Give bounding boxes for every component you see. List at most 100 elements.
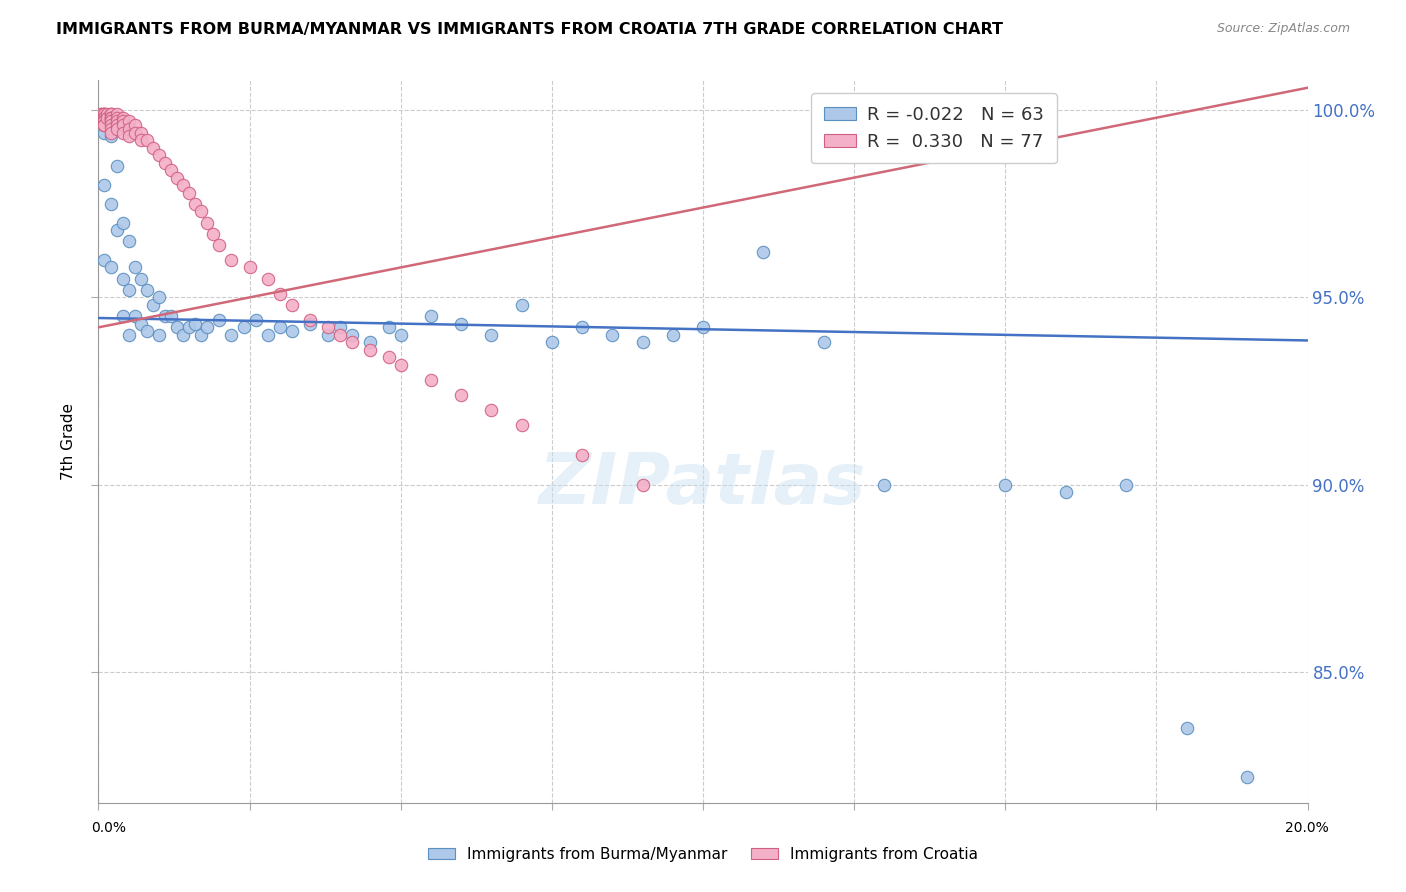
Point <box>481 402 503 417</box>
Point <box>631 477 654 491</box>
Point <box>93 111 115 125</box>
Point <box>1115 477 1137 491</box>
Point <box>105 160 128 174</box>
Point <box>93 126 115 140</box>
Point <box>752 245 775 260</box>
Point <box>661 327 683 342</box>
Point <box>90 111 112 125</box>
Point <box>142 298 165 312</box>
Point <box>342 327 364 342</box>
Point <box>360 335 382 350</box>
Point <box>1175 721 1198 735</box>
Point <box>93 118 115 132</box>
Point <box>129 126 152 140</box>
Point <box>93 107 115 121</box>
Point <box>166 170 188 185</box>
Point <box>100 107 122 121</box>
Point <box>118 114 141 128</box>
Point <box>316 327 339 342</box>
Point <box>245 313 267 327</box>
Point <box>93 118 115 132</box>
Point <box>571 448 593 462</box>
Point <box>100 129 122 144</box>
Point <box>190 204 212 219</box>
Point <box>481 327 503 342</box>
Point <box>93 107 115 121</box>
Text: 0.0%: 0.0% <box>91 821 127 835</box>
Point <box>232 320 254 334</box>
Point <box>111 126 134 140</box>
Point <box>269 320 291 334</box>
Point <box>111 271 134 285</box>
Point <box>93 252 115 267</box>
Point <box>813 335 835 350</box>
Point <box>1054 485 1077 500</box>
Point <box>377 320 399 334</box>
Point <box>118 327 141 342</box>
Point <box>135 324 157 338</box>
Point <box>179 186 201 200</box>
Y-axis label: 7th Grade: 7th Grade <box>60 403 76 480</box>
Point <box>100 111 122 125</box>
Text: IMMIGRANTS FROM BURMA/MYANMAR VS IMMIGRANTS FROM CROATIA 7TH GRADE CORRELATION C: IMMIGRANTS FROM BURMA/MYANMAR VS IMMIGRA… <box>56 22 1004 37</box>
Point <box>1236 770 1258 784</box>
Point <box>100 122 122 136</box>
Point <box>100 107 122 121</box>
Point <box>510 298 533 312</box>
Point <box>389 358 412 372</box>
Point <box>93 111 115 125</box>
Text: 20.0%: 20.0% <box>1285 821 1329 835</box>
Point <box>420 373 443 387</box>
Point <box>93 107 115 121</box>
Point <box>299 317 322 331</box>
Point <box>190 327 212 342</box>
Point <box>160 163 183 178</box>
Point <box>329 320 352 334</box>
Point <box>105 107 128 121</box>
Point <box>111 215 134 229</box>
Point <box>208 313 231 327</box>
Point <box>105 114 128 128</box>
Point <box>100 260 122 275</box>
Point <box>135 283 157 297</box>
Point <box>153 155 176 169</box>
Point <box>184 196 207 211</box>
Text: Source: ZipAtlas.com: Source: ZipAtlas.com <box>1216 22 1350 36</box>
Point <box>129 271 152 285</box>
Point <box>111 111 134 125</box>
Point <box>135 133 157 147</box>
Point <box>602 327 624 342</box>
Point <box>100 114 122 128</box>
Point <box>129 133 152 147</box>
Point <box>269 286 291 301</box>
Point <box>184 317 207 331</box>
Point <box>239 260 262 275</box>
Point <box>124 309 146 323</box>
Point <box>105 118 128 132</box>
Point <box>994 477 1017 491</box>
Point <box>450 388 472 402</box>
Point <box>221 252 243 267</box>
Point <box>118 122 141 136</box>
Point <box>100 118 122 132</box>
Point <box>111 114 134 128</box>
Legend: R = -0.022   N = 63, R =  0.330   N = 77: R = -0.022 N = 63, R = 0.330 N = 77 <box>811 93 1057 163</box>
Point <box>93 111 115 125</box>
Point <box>105 122 128 136</box>
Point <box>93 114 115 128</box>
Point <box>172 327 194 342</box>
Point <box>93 111 115 125</box>
Point <box>172 178 194 193</box>
Point <box>166 320 188 334</box>
Point <box>90 107 112 121</box>
Point <box>105 111 128 125</box>
Point <box>571 320 593 334</box>
Point <box>93 114 115 128</box>
Point <box>873 477 896 491</box>
Point <box>692 320 714 334</box>
Point <box>153 309 176 323</box>
Point <box>118 129 141 144</box>
Point <box>329 327 352 342</box>
Point <box>111 309 134 323</box>
Point <box>129 317 152 331</box>
